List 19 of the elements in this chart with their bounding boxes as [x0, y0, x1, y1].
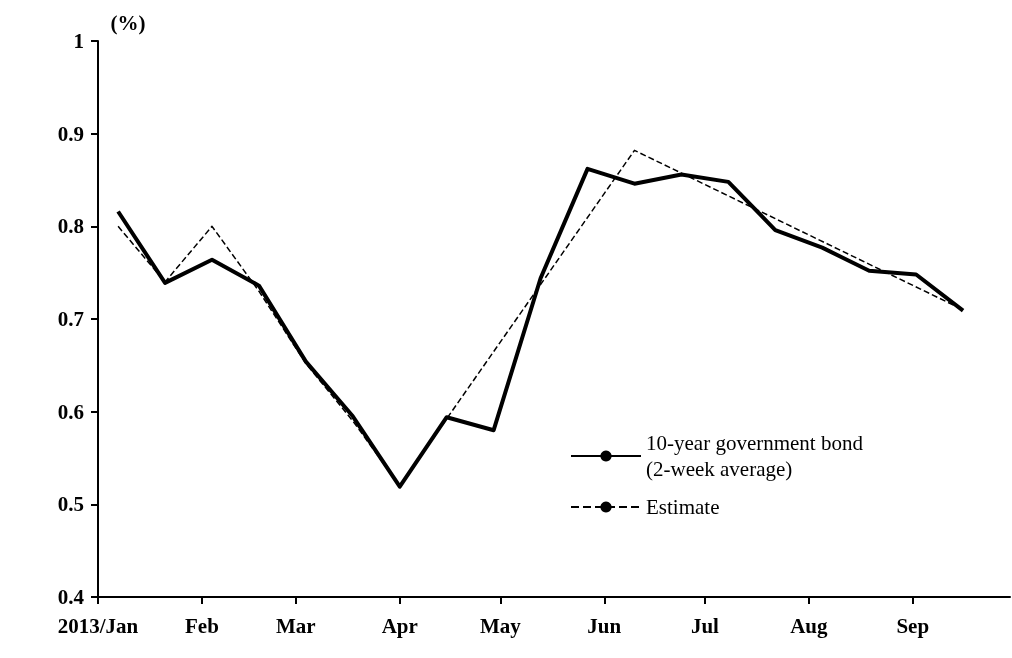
x-tick-label: Apr	[381, 613, 418, 638]
y-tick-label: 1	[73, 29, 84, 53]
x-tick-label: Feb	[185, 613, 219, 638]
x-tick-label: Jun	[587, 613, 622, 638]
x-tick-label: May	[479, 613, 522, 638]
y-tick-label: 0.5	[57, 492, 84, 517]
x-tick-label: Aug	[790, 613, 828, 638]
y-tick-label: 0.4	[57, 585, 85, 609]
y-axis-title: (%)	[110, 10, 146, 35]
legend-label: 10-year government bond (2-week average)	[646, 431, 869, 481]
y-tick-label: 0.7	[57, 307, 84, 331]
y-tick-label: 0.9	[57, 121, 84, 146]
x-tick-label: Mar	[276, 613, 316, 638]
x-tick-label: Sep	[896, 613, 930, 638]
y-tick-label: 0.8	[57, 214, 84, 239]
x-tick-label: 2013/Jan	[57, 613, 139, 638]
y-tick-label: 0.6	[57, 399, 84, 424]
x-tick-label: Jul	[690, 613, 720, 638]
legend-label: Estimate	[646, 495, 720, 519]
